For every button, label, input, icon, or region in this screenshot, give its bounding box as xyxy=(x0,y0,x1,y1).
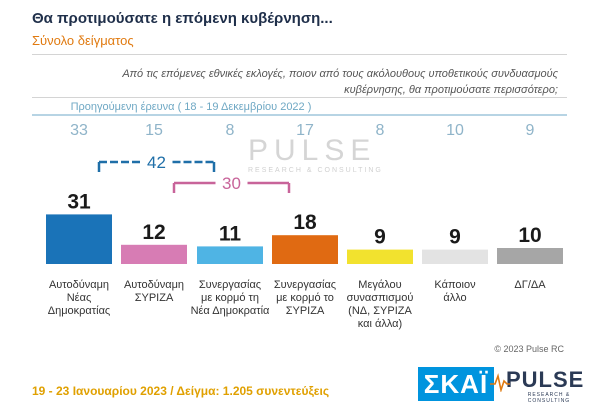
category-label-line: ΣΥΡΙΖΑ xyxy=(134,292,174,304)
category-label-line: Συνεργασίας xyxy=(273,279,337,291)
bracket-1-value: 42 xyxy=(147,153,166,172)
category-label-7: ΔΓ/ΔΑ xyxy=(488,279,572,292)
bar-value-label-1: 31 xyxy=(67,190,91,213)
question-divider xyxy=(32,97,567,98)
survey-question: Από τις επόμενες εθνικές εκλογές, ποιον … xyxy=(80,66,558,98)
pulse-logo: PULSE RESEARCH & CONSULTING xyxy=(490,367,592,404)
bracket-2-value: 30 xyxy=(222,174,241,193)
previous-value-3: 8 xyxy=(225,122,235,139)
category-label-line: Νέα Δημοκρατία xyxy=(190,305,270,317)
bar-5 xyxy=(347,249,413,264)
bar-6 xyxy=(422,249,488,264)
copyright-text: © 2023 Pulse RC xyxy=(494,344,564,354)
previous-value-5: 8 xyxy=(375,122,385,139)
survey-dates-footer: 19 - 23 Ιανουαρίου 2023 / Δείγμα: 1.205 … xyxy=(32,384,330,398)
bar-1 xyxy=(46,214,112,264)
watermark-subtext: RESEARCH & CONSULTING xyxy=(248,167,383,174)
category-label-line: ΣΥΡΙΖΑ xyxy=(285,305,325,317)
chart-subtitle: Σύνολο δείγματος xyxy=(32,33,134,48)
previous-value-7: 9 xyxy=(525,122,535,139)
previous-value-4: 17 xyxy=(296,122,314,139)
category-label-line: Αυτοδύναμη xyxy=(48,279,110,291)
pulse-logo-subtext: RESEARCH & CONSULTING xyxy=(527,392,571,404)
category-label-line: Αυτοδύναμη xyxy=(123,279,185,291)
category-label-line: με κορμό το xyxy=(276,292,334,304)
survey-question-line-2: κυβέρνησης, θα προτιμούσατε περισσότερο; xyxy=(344,84,558,96)
category-label-line: ΔΓ/ΔΑ xyxy=(514,279,546,291)
previous-survey-line xyxy=(32,114,567,116)
chart-title: Θα προτιμούσατε η επόμενη κυβέρνηση... xyxy=(32,10,333,27)
bar-7 xyxy=(497,248,563,264)
bar-value-label-3: 11 xyxy=(219,222,242,245)
category-label-line: Μεγάλου xyxy=(358,279,402,291)
category-label-line: Νέας xyxy=(66,292,92,304)
previous-value-6: 10 xyxy=(446,122,464,139)
category-label-2: Αυτοδύναμη ΣΥΡΙΖΑ xyxy=(112,279,196,305)
bar-4 xyxy=(272,235,338,264)
bar-value-label-6: 9 xyxy=(449,226,461,249)
pulse-wave-icon xyxy=(490,373,510,392)
bar-value-label-7: 10 xyxy=(518,224,541,247)
previous-value-1: 33 xyxy=(70,122,88,139)
bar-3 xyxy=(197,246,263,264)
category-label-line: συνασπισμού xyxy=(346,292,414,304)
previous-survey-label: Προηγούμενη έρευνα ( 18 - 19 Δεκεμβρίου … xyxy=(70,101,312,113)
category-label-4: Συνεργασίας με κορμό το ΣΥΡΙΖΑ xyxy=(263,279,347,318)
previous-value-2: 15 xyxy=(145,122,163,139)
category-label-1: Αυτοδύναμη Νέας Δημοκρατίας xyxy=(37,279,121,318)
skai-logo: ΣΚΑΪ xyxy=(418,367,494,401)
category-label-line: και άλλα) xyxy=(357,318,403,330)
bar-value-label-2: 12 xyxy=(142,221,165,244)
pulse-logo-text: PULSE xyxy=(506,367,585,392)
bar-2 xyxy=(121,244,187,264)
category-label-line: με κορμό τη xyxy=(200,292,259,304)
category-label-line: Δημοκρατίας xyxy=(47,305,111,317)
pulse-watermark: PULSE RESEARCH & CONSULTING xyxy=(248,134,383,175)
category-label-line: Συνεργασίας xyxy=(198,279,262,291)
category-label-line: άλλο xyxy=(443,292,467,304)
category-label-line: (ΝΔ, ΣΥΡΙΖΑ xyxy=(348,305,412,317)
category-label-5: Μεγάλου συνασπισμού (ΝΔ, ΣΥΡΙΖΑ και άλλα) xyxy=(338,279,422,331)
top-divider xyxy=(32,54,567,55)
category-label-3: Συνεργασίας με κορμό τη Νέα Δημοκρατία xyxy=(188,279,272,318)
watermark-text: PULSE xyxy=(248,134,377,167)
bar-value-label-4: 18 xyxy=(293,211,317,234)
survey-question-line-1: Από τις επόμενες εθνικές εκλογές, ποιον … xyxy=(122,68,558,80)
category-label-6: Κάποιον άλλο xyxy=(413,279,497,305)
category-label-line: Κάποιον xyxy=(434,279,476,291)
bar-value-label-5: 9 xyxy=(374,226,386,249)
